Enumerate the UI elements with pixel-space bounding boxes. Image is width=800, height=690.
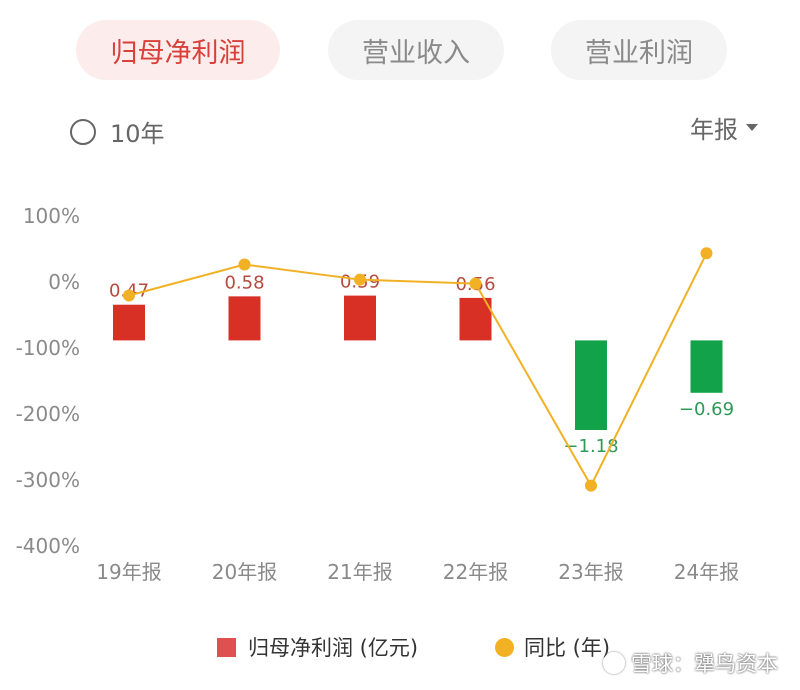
- legend-yoy-label: 同比 (年): [524, 636, 611, 660]
- y-tick-label: -100%: [16, 336, 80, 360]
- yoy-point: [585, 479, 597, 492]
- period-select[interactable]: 年报: [690, 110, 758, 145]
- ten-year-label: 10年: [110, 120, 165, 148]
- yoy-point: [354, 273, 366, 286]
- y-tick-label: -200%: [16, 402, 80, 426]
- watermark-text: 雪球：犟鸟资本: [631, 652, 778, 676]
- x-tick-label: 21年报: [327, 560, 392, 584]
- bar-value-label: −0.69: [679, 399, 734, 420]
- x-tick-label: 22年报: [443, 560, 508, 584]
- radio-icon: [70, 118, 96, 145]
- bar-negative: [690, 340, 723, 393]
- legend-line-swatch: [495, 637, 514, 657]
- bar-negative: [575, 340, 607, 430]
- yoy-point: [123, 289, 135, 302]
- bar-positive: [459, 297, 492, 341]
- tab-operating-profit[interactable]: 营业利润: [551, 20, 727, 80]
- y-tick-label: 0%: [48, 270, 80, 294]
- caret-down-icon: [746, 124, 758, 131]
- legend-bar-swatch: [217, 637, 236, 657]
- yoy-point: [238, 258, 251, 271]
- y-tick-label: -400%: [16, 534, 80, 558]
- y-tick-label: 100%: [23, 204, 80, 228]
- x-tick-label: 23年报: [558, 560, 623, 584]
- legend-item-yoy[interactable]: 同比 (年): [495, 632, 610, 662]
- x-tick-label: 20年报: [212, 560, 277, 584]
- yoy-point: [700, 247, 713, 260]
- legend-profit-label: 归母净利润 (亿元): [248, 636, 419, 660]
- bar-positive: [344, 295, 376, 341]
- tab-revenue[interactable]: 营业收入: [328, 20, 504, 80]
- metric-tabs: 归母净利润 营业收入 营业利润: [0, 20, 800, 82]
- legend: 归母净利润 (亿元) 同比 (年): [0, 632, 800, 664]
- legend-item-profit[interactable]: 归母净利润 (亿元): [217, 632, 418, 662]
- x-tick-label: 24年报: [674, 560, 739, 584]
- ten-year-toggle[interactable]: 10年: [70, 114, 165, 149]
- bar-positive: [113, 304, 145, 341]
- bar-value-label: −1.18: [563, 436, 618, 457]
- period-select-label: 年报: [690, 116, 738, 144]
- tab-net-profit[interactable]: 归母净利润: [76, 20, 280, 80]
- watermark: 雪球：犟鸟资本: [603, 648, 778, 678]
- x-tick-label: 19年报: [96, 560, 161, 584]
- yoy-line: [128, 252, 708, 488]
- yoy-point: [469, 277, 482, 290]
- bar-positive: [228, 296, 261, 341]
- xueqiu-logo-icon: [603, 652, 625, 674]
- profit-chart: 100% 0% -100% -200% -300% -400% 19年报 20年报 21年报 22…: [16, 204, 740, 584]
- bar-value-label: 0.58: [224, 272, 264, 293]
- y-tick-label: -300%: [16, 468, 80, 492]
